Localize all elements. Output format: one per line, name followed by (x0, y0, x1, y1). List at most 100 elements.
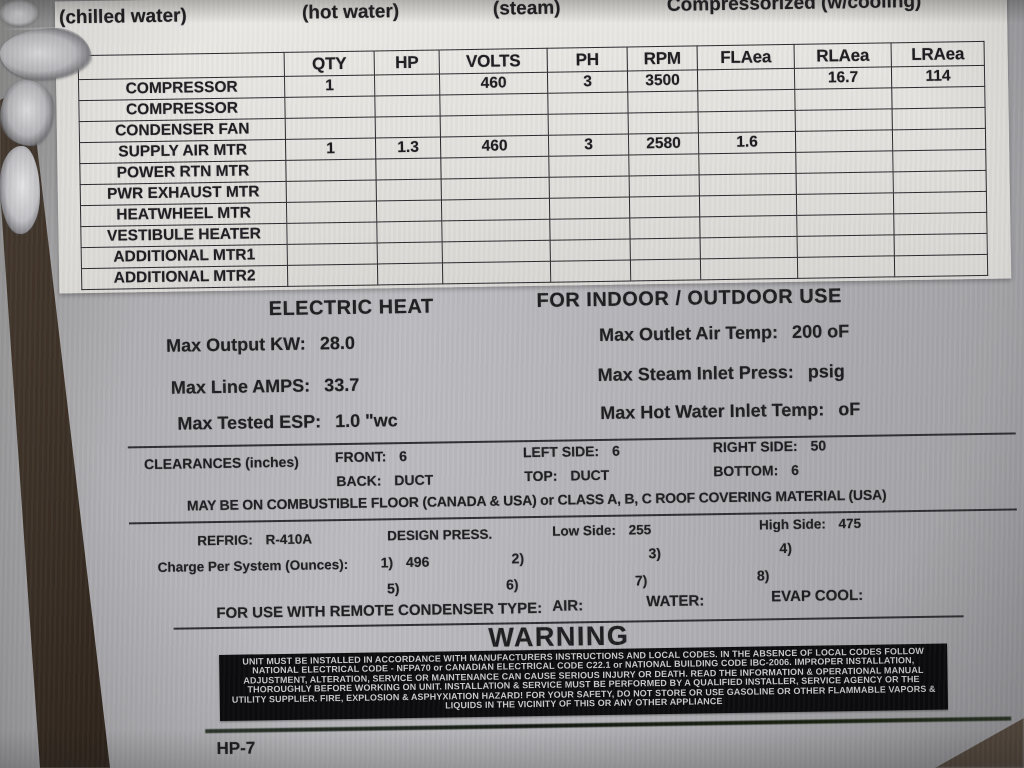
spec-cell (700, 257, 798, 280)
charge-3: 3) (648, 545, 670, 561)
charge-4-label: 4) (779, 539, 793, 557)
spec-cell (377, 262, 443, 285)
spec-cell: 1.6 (698, 131, 796, 154)
spec-cell (440, 114, 549, 137)
high-side-line: High Side: 475 (759, 516, 861, 533)
spec-table-body: COMPRESSOR 1 460 3 3500 16.7 114 COMPRESSOR COND… (78, 65, 988, 290)
spec-cell (892, 107, 986, 130)
spec-cell (630, 258, 701, 281)
max-line-amps-line: Max Line AMPS: 33.7 (171, 375, 360, 399)
clearance-back-label: BACK: (336, 472, 382, 490)
spec-cell (550, 259, 631, 283)
spec-col-header: LRAea (891, 41, 985, 67)
label-compressorized: Compressorized (w/cooling) (666, 0, 922, 16)
clearance-back-value: DUCT (394, 471, 434, 489)
spec-cell: 460 (440, 135, 549, 158)
spec-cell: 16.7 (794, 66, 892, 90)
clearance-front: FRONT: 6 (335, 448, 407, 465)
charge-5: 5) (387, 580, 409, 596)
spec-cell (376, 220, 443, 243)
spec-cell (796, 192, 894, 216)
spec-cell (441, 177, 550, 200)
spec-col-header: PH (547, 47, 628, 73)
spec-cell: 3 (547, 71, 628, 94)
remote-condenser-label: FOR USE WITH REMOTE CONDENSER TYPE: (216, 599, 543, 623)
clearance-right-side: RIGHT SIDE: 50 (713, 437, 826, 455)
max-hot-water-inlet-temp-label: Max Hot Water Inlet Temp: (600, 399, 825, 423)
charge-6: 6) (506, 576, 528, 592)
refrig-label: REFRIG: (197, 532, 253, 549)
spec-cell (699, 194, 797, 217)
spec-cell (796, 213, 895, 237)
refrig-value: R-410A (265, 531, 313, 548)
low-side-label: Low Side: (552, 522, 617, 539)
spec-col-header: QTY (284, 50, 375, 77)
spec-row-label: ADDITIONAL MTR2 (81, 265, 288, 290)
max-outlet-air-temp-line: Max Outlet Air Temp: 200 oF (599, 321, 849, 346)
charge-4: 4) (779, 540, 801, 556)
spec-cell (548, 113, 629, 136)
clearance-left-side: LEFT SIDE: 6 (523, 443, 620, 461)
spec-cell (285, 158, 377, 182)
spec-cell: 1 (285, 137, 376, 161)
spec-cell (700, 236, 798, 259)
charge-2: 2) (511, 550, 533, 566)
charge-per-system-label: Charge Per System (Ounces): (157, 556, 349, 575)
charge-8-label: 8) (756, 567, 770, 584)
spec-cell (796, 171, 894, 195)
spec-cell (284, 95, 376, 119)
max-tested-esp-value: 1.0 "wc (334, 410, 398, 432)
spec-cell (894, 233, 988, 256)
charge-1: 1) 496 (381, 554, 430, 571)
indoor-outdoor-title: FOR INDOOR / OUTDOOR USE (536, 285, 843, 312)
spec-cell (891, 86, 986, 109)
spec-cell (699, 215, 798, 238)
clearance-bottom-value: 6 (791, 461, 800, 478)
charge-2-label: 2) (511, 550, 525, 567)
label-steam: (steam) (492, 0, 561, 20)
low-side-line: Low Side: 255 (552, 522, 651, 539)
spec-cell (376, 178, 442, 201)
max-steam-inlet-press-line: Max Steam Inlet Press: psig (598, 361, 845, 386)
spec-cell (287, 263, 378, 287)
spec-cell (375, 157, 442, 180)
spec-col-header: FLAea (697, 44, 795, 70)
spec-col-header: HP (374, 49, 440, 75)
spec-cell (376, 199, 442, 222)
charge-7-label: 7) (634, 572, 648, 589)
condenser-evap-label: EVAP COOL: (771, 586, 864, 606)
clearances-heading: CLEARANCES (inches) (143, 453, 299, 473)
spec-cell: 460 (439, 72, 548, 95)
clearance-bottom: BOTTOM: 6 (713, 462, 799, 479)
spec-cell (627, 90, 699, 114)
scratch-damage-top (0, 0, 38, 26)
max-outlet-air-temp-value: 200 oF (791, 321, 850, 342)
spec-cell (549, 217, 631, 241)
refrig-line: REFRIG: R-410A (197, 532, 312, 549)
condenser-water-label: WATER: (646, 592, 705, 611)
spec-col-header: VOLTS (439, 48, 548, 74)
spec-col-header-empty (78, 52, 285, 80)
spec-cell (797, 255, 895, 279)
spec-cell (697, 89, 796, 112)
max-tested-esp-line: Max Tested ESP: 1.0 "wc (177, 410, 398, 434)
spec-cell (548, 154, 630, 178)
clearance-right-side-value: 50 (810, 437, 827, 454)
clearance-left-side-label: LEFT SIDE: (522, 443, 600, 461)
spec-cell (286, 221, 378, 245)
spec-cell (439, 93, 549, 116)
high-side-value: 475 (838, 515, 862, 532)
max-hot-water-inlet-temp-value: oF (838, 398, 861, 420)
spec-cell (894, 254, 988, 277)
spec-sticker: (chilled water) (hot water) (steam) Comp… (54, 0, 1012, 294)
spec-cell (893, 170, 987, 193)
clearance-right-side-label: RIGHT SIDE: (712, 437, 798, 456)
spec-cell (892, 128, 986, 151)
clearance-bottom-label: BOTTOM: (713, 462, 779, 480)
spec-cell (441, 198, 550, 221)
warning-text-box: UNIT MUST BE INSTALLED IN ACCORDANCE WIT… (219, 643, 949, 721)
max-output-kw-line: Max Output KW: 28.0 (166, 333, 355, 357)
spec-cell (630, 237, 701, 260)
clearance-left-side-value: 6 (611, 442, 620, 459)
